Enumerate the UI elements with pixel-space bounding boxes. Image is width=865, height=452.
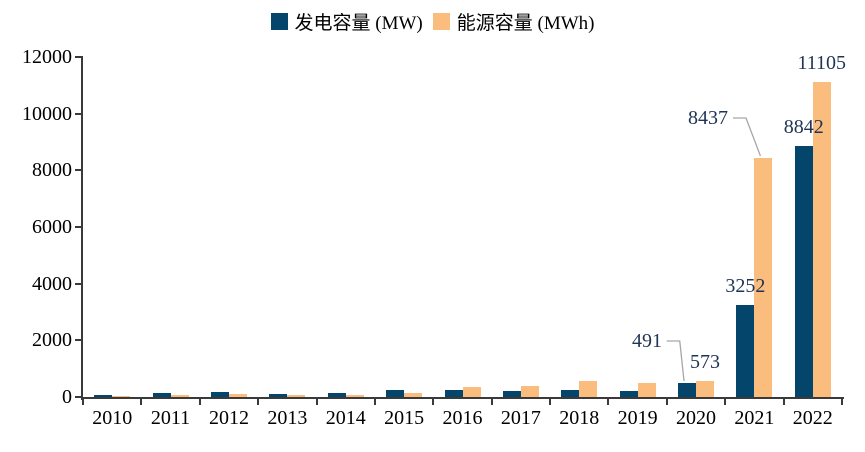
bar-energy-2012	[228, 393, 247, 397]
bar-energy-2018	[579, 380, 598, 397]
x-tick-1	[140, 399, 143, 405]
bar-power-2018	[561, 389, 580, 397]
data-label-573: 573	[690, 350, 721, 373]
y-tick-label-10000: 10000	[22, 102, 72, 125]
bar-energy-2011	[170, 395, 189, 397]
bar-power-2022	[794, 146, 813, 397]
x-tick-3	[257, 399, 260, 405]
year-label-2010: 2010	[92, 407, 133, 429]
x-tick-2	[198, 399, 201, 405]
bar-power-2012	[210, 391, 229, 397]
bar-energy-2016	[462, 386, 481, 397]
x-tick-10	[665, 399, 668, 405]
data-label-491: 491	[632, 330, 662, 352]
bar-energy-2017	[520, 385, 539, 397]
bar-energy-2013	[287, 395, 306, 397]
bar-power-2019	[619, 390, 638, 397]
bar-power-2014	[327, 393, 346, 397]
bar-energy-2020	[696, 380, 715, 397]
year-label-2012: 2012	[208, 407, 249, 429]
bar-power-2015	[386, 389, 405, 397]
y-tick-12000	[75, 56, 81, 58]
y-tick-10000	[75, 112, 81, 115]
x-tick-7	[490, 399, 493, 405]
y-tick-label-4000: 4000	[32, 272, 72, 295]
legend-item-power: 发电容量 (MW)	[270, 8, 423, 35]
year-label-2018: 2018	[559, 407, 600, 429]
y-tick-label-0: 0	[62, 386, 72, 408]
y-tick-2000	[75, 339, 81, 342]
y-tick-label-6000: 6000	[32, 216, 72, 238]
bar-energy-2015	[404, 393, 423, 397]
x-tick-6	[432, 399, 435, 405]
bar-power-2011	[152, 393, 171, 397]
bar-energy-2019	[637, 382, 656, 397]
bar-power-2016	[444, 389, 463, 397]
y-tick-4000	[75, 282, 81, 285]
x-tick-12	[782, 399, 785, 405]
year-label-2016: 2016	[442, 407, 483, 429]
bar-energy-2010	[112, 395, 131, 397]
data-label-3252: 3252	[725, 274, 766, 297]
bar-power-2013	[269, 393, 288, 397]
x-tick-11	[724, 399, 727, 405]
y-tick-label-12000: 12000	[22, 46, 72, 68]
bar-energy-2022	[812, 82, 831, 397]
y-tick-label-8000: 8000	[32, 159, 72, 182]
year-label-2013: 2013	[267, 407, 308, 429]
x-tick-13	[841, 399, 843, 405]
year-label-2022: 2022	[792, 407, 833, 429]
year-label-2011: 2011	[150, 407, 191, 429]
y-tick-6000	[75, 226, 81, 228]
bar-power-2021	[736, 304, 755, 397]
legend-swatch-power-icon	[270, 13, 288, 30]
x-tick-5	[373, 399, 376, 405]
data-label-8437: 8437	[688, 107, 728, 129]
year-label-2017: 2017	[500, 407, 541, 429]
data-label-8842: 8842	[783, 116, 824, 139]
year-label-2014: 2014	[325, 407, 366, 429]
legend-swatch-energy-icon	[432, 13, 450, 30]
bar-power-2010	[94, 394, 113, 397]
y-tick-label-2000: 2000	[32, 329, 72, 352]
year-label-2019: 2019	[617, 407, 658, 429]
bar-power-2017	[502, 391, 521, 397]
x-tick-9	[607, 399, 610, 405]
legend: 发电容量 (MW) 能源容量 (MWh)	[0, 8, 865, 35]
x-tick-0	[82, 399, 84, 405]
y-tick-0	[75, 396, 81, 398]
data-label-11105: 11105	[797, 52, 847, 75]
legend-label-power: 发电容量 (MW)	[294, 13, 423, 34]
bar-power-2020	[678, 383, 697, 397]
bar-energy-2014	[345, 395, 364, 397]
year-label-2021: 2021	[734, 407, 775, 429]
x-axis-line	[81, 397, 844, 399]
year-label-2020: 2020	[676, 407, 717, 429]
legend-item-energy: 能源容量 (MWh)	[432, 8, 595, 35]
y-axis-line	[81, 56, 83, 400]
legend-label-energy: 能源容量 (MWh)	[456, 13, 595, 34]
x-tick-4	[315, 399, 318, 405]
y-tick-8000	[75, 169, 81, 172]
x-tick-8	[549, 399, 552, 405]
year-label-2015: 2015	[384, 407, 425, 429]
bar-energy-2021	[754, 157, 773, 397]
